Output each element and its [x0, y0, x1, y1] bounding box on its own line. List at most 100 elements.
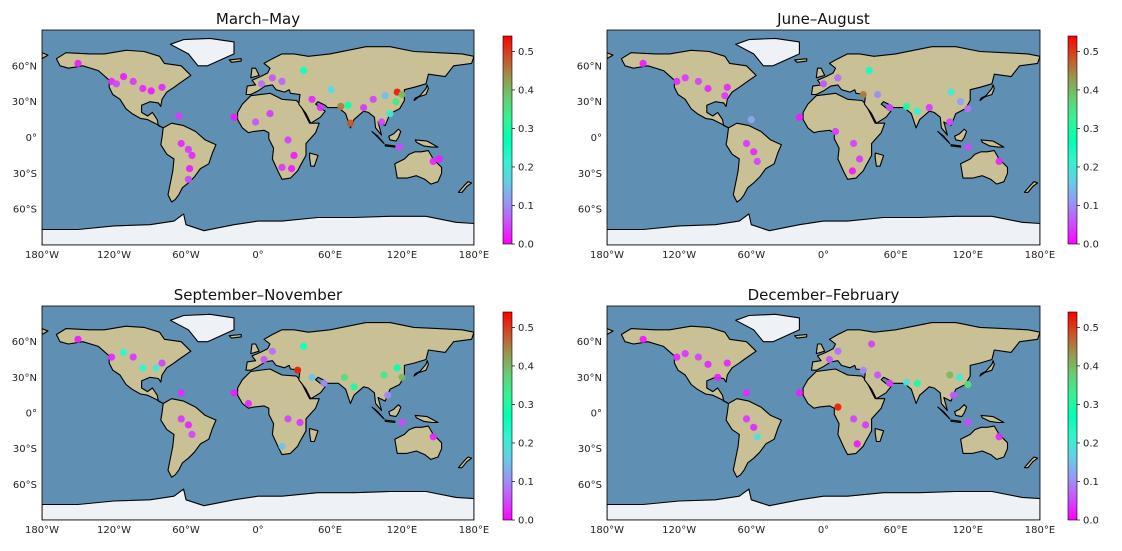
station-point — [865, 67, 873, 75]
station-point — [946, 371, 954, 379]
map-area — [42, 306, 474, 520]
station-point — [913, 107, 921, 115]
colorbar-tick-label: 0.2 — [518, 438, 534, 449]
x-tick-label: 0° — [252, 525, 263, 536]
station-point — [108, 353, 116, 361]
station-point — [316, 104, 324, 112]
axes-frame — [606, 29, 1041, 246]
landmass — [954, 404, 968, 418]
station-point — [856, 155, 864, 163]
x-tick-label: 60°E — [318, 250, 342, 261]
landmass — [802, 368, 886, 456]
y-tick-label: 30°S — [578, 444, 602, 455]
x-tick-label: 180°W — [25, 250, 59, 261]
map-area — [42, 30, 474, 245]
station-point — [964, 105, 972, 113]
x-tick-label: 0° — [818, 525, 829, 536]
station-point — [723, 359, 731, 367]
station-point — [723, 83, 731, 91]
landmass — [237, 368, 320, 456]
landmass — [457, 456, 473, 469]
station-point — [435, 155, 443, 163]
y-tick-label: 60°S — [578, 205, 602, 216]
station-point — [244, 399, 252, 408]
panel-title: March–May — [216, 10, 300, 28]
station-point — [266, 110, 274, 118]
landmass — [802, 92, 886, 180]
station-point — [278, 163, 286, 171]
colorbar-tick-label: 0.1 — [518, 477, 534, 488]
colorbar-tick-label: 0.1 — [1083, 477, 1099, 488]
station-point — [834, 403, 842, 411]
station-point — [381, 92, 389, 100]
station-point — [825, 355, 834, 364]
station-point — [139, 364, 147, 372]
colorbar-tick-label: 0.3 — [1083, 400, 1099, 411]
landmass — [55, 325, 192, 405]
station-point — [853, 440, 861, 448]
x-tick-label: 60°W — [738, 525, 766, 536]
station-point — [995, 433, 1003, 441]
station-point — [673, 77, 681, 85]
station-point — [398, 418, 406, 427]
x-tick-label: 60°W — [738, 250, 766, 261]
station-point — [398, 90, 406, 99]
station-point — [925, 104, 933, 112]
station-point — [300, 342, 308, 350]
station-point — [742, 139, 751, 148]
station-point — [258, 80, 266, 88]
station-point — [874, 90, 882, 99]
y-tick-label: 30°S — [13, 444, 37, 455]
station-point — [184, 175, 192, 183]
landmass — [874, 152, 885, 167]
station-point — [714, 373, 722, 381]
landmass — [815, 343, 826, 355]
station-point — [848, 167, 857, 175]
x-tick-label: 180°E — [459, 250, 489, 261]
y-tick-label: 30°S — [13, 169, 37, 180]
station-point — [360, 104, 368, 112]
x-tick-label: 180°E — [1025, 250, 1055, 261]
colorbar-tick-label: 0.1 — [1083, 201, 1099, 212]
landmass — [42, 328, 49, 336]
colorbar-tick-label: 0.4 — [518, 361, 534, 372]
landmass — [794, 333, 808, 339]
y-tick-label: 0° — [26, 133, 37, 144]
station-point — [152, 364, 160, 372]
station-point — [639, 59, 647, 67]
station-point — [74, 59, 82, 67]
station-point — [344, 101, 352, 109]
ice-sheet — [42, 213, 474, 245]
landmass — [413, 84, 429, 102]
station-point — [886, 379, 894, 387]
colorbar-tick-label: 0.4 — [1083, 361, 1099, 372]
x-tick-label: 120°E — [953, 250, 983, 261]
x-tick-label: 180°W — [590, 250, 624, 261]
station-point — [74, 335, 82, 343]
station-point — [949, 391, 958, 399]
station-point — [129, 353, 137, 361]
station-point — [868, 340, 876, 348]
colorbar: 0.0 0.1 0.2 0.3 0.4 0.5 — [1067, 35, 1099, 251]
station-point — [429, 157, 437, 165]
map-panel-4: December–February 180°W 120°W 60°W 0° 60°E 120… — [577, 286, 1099, 536]
station-point — [831, 127, 840, 136]
landmass — [371, 406, 385, 420]
station-point — [177, 389, 185, 397]
landmass — [960, 425, 1009, 460]
landmass — [950, 419, 962, 424]
colorbar: 0.0 0.1 0.2 0.3 0.4 0.5 — [502, 35, 534, 251]
station-point — [184, 145, 192, 153]
panel-title: September–November — [174, 286, 343, 304]
station-point — [902, 102, 911, 110]
station-point — [327, 86, 335, 94]
landmass — [1023, 181, 1039, 193]
map-panel-1: March–May 180°W 120°W 60°W 0° 60°E 120°E 180°E 6… — [12, 10, 534, 261]
landmass — [160, 122, 217, 203]
y-tick-label: 30°N — [12, 97, 37, 108]
station-point — [300, 67, 308, 75]
station-point — [795, 113, 804, 121]
station-point — [742, 389, 751, 397]
landmass — [371, 130, 385, 145]
